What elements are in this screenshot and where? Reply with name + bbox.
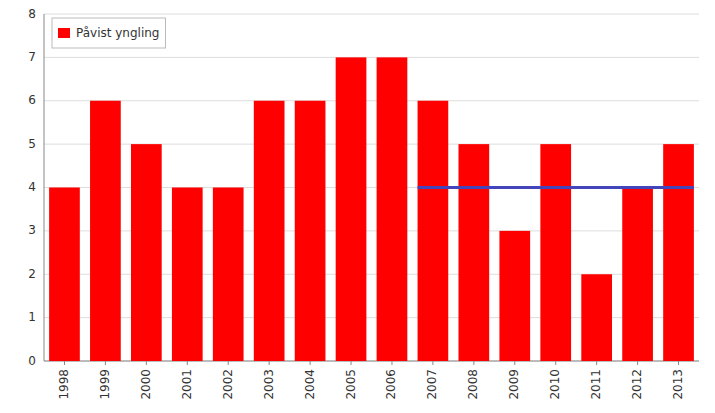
bar	[254, 101, 285, 361]
y-tick-label: 3	[28, 223, 36, 237]
x-tick-label: 2009	[507, 369, 521, 400]
x-tick-label: 2002	[221, 369, 235, 400]
bar	[49, 188, 80, 362]
x-tick-label: 2011	[589, 369, 603, 400]
bar	[377, 57, 408, 361]
x-tick-label: 1999	[98, 369, 112, 400]
plot-marks	[49, 57, 694, 361]
x-tick	[64, 361, 65, 365]
legend-label: Påvist yngling	[76, 26, 159, 40]
grid-line	[44, 57, 699, 58]
y-tick-label: 8	[28, 7, 36, 21]
x-tick-label: 2007	[425, 369, 439, 400]
x-tick	[228, 361, 229, 365]
x-tick	[473, 361, 474, 365]
bar	[622, 188, 653, 362]
bar	[131, 144, 162, 361]
x-tick	[432, 361, 433, 365]
x-tick-label: 2005	[344, 369, 358, 400]
bar	[90, 101, 121, 361]
x-tick-label: 2001	[180, 369, 194, 400]
x-tick	[269, 361, 270, 365]
x-tick-label: 2013	[671, 369, 685, 400]
target-line	[418, 186, 694, 189]
y-tick-label: 5	[28, 137, 36, 151]
x-tick	[351, 361, 352, 365]
bar	[663, 144, 694, 361]
y-tick-label: 6	[28, 93, 36, 107]
x-tick-label: 2008	[466, 369, 480, 400]
y-tick-label: 1	[28, 310, 36, 324]
y-tick-label: 7	[28, 50, 36, 64]
x-tick-label: 2012	[630, 369, 644, 400]
bar	[499, 231, 530, 361]
legend-box	[52, 18, 165, 48]
bar	[540, 144, 571, 361]
x-tick	[596, 361, 597, 365]
x-tick-label: 2006	[384, 369, 398, 400]
x-tick	[514, 361, 515, 365]
chart-container: 0 1 2 3 4 5 6 7 8 1998 1999 2000 2001 2002 2003 2004 200…	[0, 0, 715, 413]
x-tick	[310, 361, 311, 365]
y-tick-label: 0	[28, 354, 36, 368]
bar	[581, 274, 612, 361]
x-tick	[146, 361, 147, 365]
x-tick-label: 1998	[57, 369, 71, 400]
x-tick-label: 2004	[303, 369, 317, 400]
y-tick-label: 2	[28, 267, 36, 281]
bar	[172, 188, 203, 362]
x-tick-label: 2010	[548, 369, 562, 400]
bar	[418, 101, 449, 361]
x-tick	[187, 361, 188, 365]
grid-line	[44, 14, 699, 15]
legend: Påvist yngling	[52, 18, 165, 48]
x-tick	[105, 361, 106, 365]
chart: 0 1 2 3 4 5 6 7 8 1998 1999 2000 2001 2002 2003 2004 200…	[0, 0, 715, 413]
x-tick	[637, 361, 638, 365]
y-axis-line	[44, 14, 45, 361]
bar	[213, 188, 244, 362]
x-tick-label: 2000	[139, 369, 153, 400]
legend-swatch	[58, 28, 70, 38]
x-tick-label: 2003	[262, 369, 276, 400]
x-tick	[555, 361, 556, 365]
bar	[458, 144, 489, 361]
grid	[44, 14, 699, 361]
grid-line	[44, 100, 699, 101]
y-tick-label: 4	[28, 180, 36, 194]
x-tick	[678, 361, 679, 365]
axes: 0 1 2 3 4 5 6 7 8 1998 1999 2000 2001 2002 2003 2004 200…	[28, 7, 699, 400]
bar	[336, 57, 367, 361]
x-tick	[391, 361, 392, 365]
bar	[295, 101, 326, 361]
